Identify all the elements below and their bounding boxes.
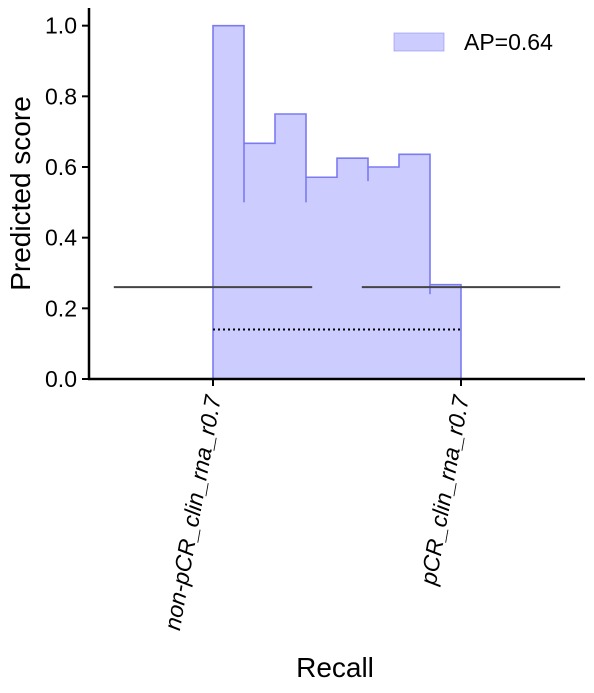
y-tick-label-2: 0.4	[45, 225, 77, 251]
y-tick-label-4: 0.8	[45, 83, 77, 109]
y-tick-label-0: 0.0	[45, 366, 77, 392]
legend-swatch	[393, 32, 445, 52]
pr-area-layer	[212, 24, 462, 380]
legend: AP=0.64	[393, 29, 553, 55]
pr-area-fill	[213, 25, 461, 380]
y-tick-label-5: 1.0	[45, 13, 77, 39]
y-tick-label-3: 0.6	[45, 154, 77, 180]
x-tick-label-0: non-pCR_clin_rna_r0.7	[159, 392, 226, 632]
x-tick-label-1: pCR_clin_rna_r0.7	[415, 392, 474, 588]
pr-step-line	[212, 24, 462, 379]
x-axis-title: Recall	[296, 652, 374, 683]
y-axis-title: Predicted score	[5, 96, 36, 291]
reference-lines-layer	[113, 286, 561, 331]
y-tick-label-1: 0.2	[45, 295, 77, 321]
legend-label: AP=0.64	[464, 29, 553, 55]
